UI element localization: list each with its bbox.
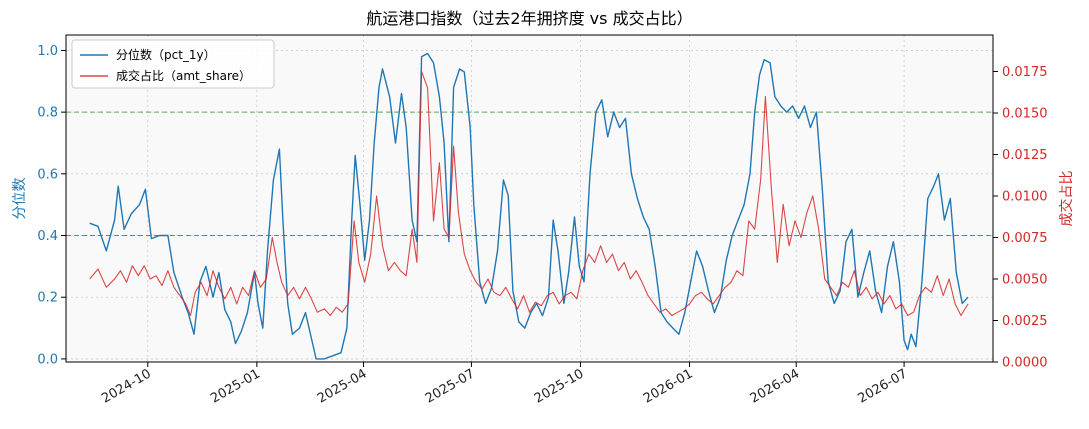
chart-title: 航运港口指数（过去2年拥挤度 vs 成交占比） <box>366 9 692 28</box>
x-tick-label-0: 2024-10 <box>99 366 154 406</box>
left-tick-label-4: 0.8 <box>37 106 58 121</box>
right-tick-label-2: 0.0050 <box>1002 273 1048 288</box>
plot-frame <box>65 34 994 363</box>
left-tick-label-0: 0.0 <box>37 352 58 367</box>
x-tick-label-6: 2026-04 <box>748 366 803 406</box>
series-lines <box>89 52 969 360</box>
x-tick-label-2: 2025-04 <box>315 366 370 406</box>
left-tick-label-5: 1.0 <box>37 44 58 59</box>
right-tick-label-1: 0.0025 <box>1002 314 1048 329</box>
left-axis-label: 分位数 <box>12 178 28 220</box>
x-tick-label-4: 2025-10 <box>532 366 587 406</box>
right-tick-label-4: 0.0100 <box>1002 190 1048 205</box>
x-tick-label-1: 2025-01 <box>208 366 263 406</box>
right-tick-label-6: 0.0150 <box>1002 107 1048 122</box>
x-tick-label-5: 2026-01 <box>641 366 696 406</box>
legend-box <box>71 39 275 89</box>
x-tick-label-7: 2026-07 <box>856 366 911 406</box>
left-tick-label-1: 0.2 <box>37 291 58 306</box>
reference-lines <box>66 111 993 237</box>
legend-label-share: 成交占比（amt_share） <box>116 68 251 83</box>
series-line-amt-share <box>89 70 969 317</box>
left-tick-label-3: 0.6 <box>37 167 58 182</box>
legend-label-pct: 分位数（pct_1y） <box>116 47 216 62</box>
right-tick-label-5: 0.0125 <box>1002 148 1048 163</box>
right-tick-label-0: 0.0000 <box>1002 356 1048 371</box>
x-tick-label-3: 2025-07 <box>423 366 478 406</box>
right-tick-label-3: 0.0075 <box>1002 231 1048 246</box>
right-tick-label-7: 0.0175 <box>1002 65 1048 80</box>
legend: 分位数（pct_1y） 成交占比（amt_share） <box>71 39 275 89</box>
plot-background <box>66 35 993 362</box>
left-tick-label-2: 0.4 <box>37 229 58 244</box>
series-line-pct-1y <box>89 52 969 360</box>
right-axis-label: 成交占比 <box>1058 171 1075 227</box>
